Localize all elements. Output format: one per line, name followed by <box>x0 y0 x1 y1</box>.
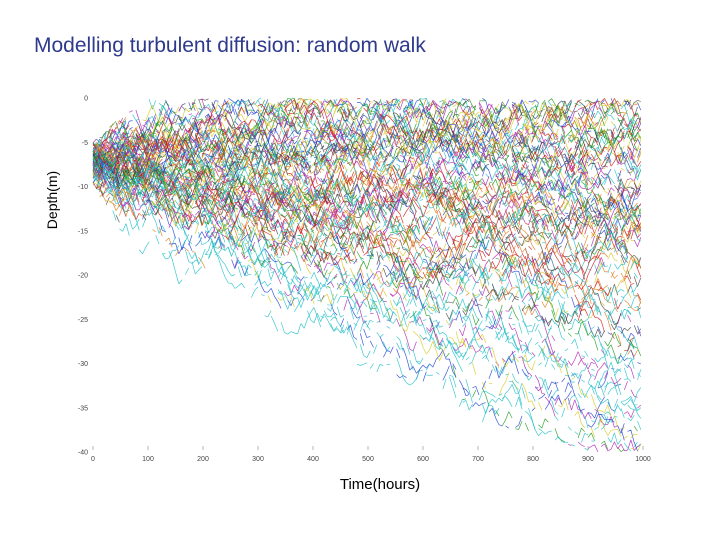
x-axis-ticks: 0 100 200 300 400 500 600 700 800 900 1000 <box>91 446 651 463</box>
particle-track <box>96 166 642 451</box>
x-tick-label: 800 <box>527 456 539 463</box>
x-axis-label: Time(hours) <box>339 476 421 493</box>
particle-track <box>96 146 638 362</box>
particle-track <box>96 164 641 410</box>
x-tick-label: 600 <box>417 456 429 463</box>
x-tick-label: 100 <box>142 456 154 463</box>
random-walk-tracks <box>92 97 642 452</box>
particle-track <box>95 98 642 162</box>
particle-track <box>92 155 638 289</box>
x-tick-label: 700 <box>472 456 484 463</box>
y-tick-label: -25 <box>78 317 88 324</box>
x-tick-label: 200 <box>197 456 209 463</box>
x-tick-label: 400 <box>307 456 319 463</box>
particle-track <box>102 98 638 191</box>
slide-title: Modelling turbulent diffusion: random wa… <box>34 34 426 57</box>
y-tick-label: -15 <box>78 228 88 235</box>
y-tick-label: 0 <box>84 96 88 103</box>
x-tick-label: 0 <box>91 456 95 463</box>
y-axis-ticks: 0 -5 -10 -15 -20 -25 -30 -35 -40 <box>78 96 88 457</box>
particle-track <box>92 129 642 277</box>
particle-track <box>92 167 642 406</box>
particle-track <box>99 99 635 197</box>
particle-track <box>92 151 642 235</box>
y-tick-label: -10 <box>78 184 88 191</box>
particle-track <box>92 97 635 180</box>
y-tick-label: -40 <box>78 450 88 457</box>
particle-track <box>99 145 642 260</box>
x-tick-label: 500 <box>362 456 374 463</box>
x-tick-label: 300 <box>252 456 264 463</box>
particle-track <box>95 173 638 439</box>
y-tick-label: -30 <box>78 361 88 368</box>
y-axis-label: Depth(m) <box>44 170 60 230</box>
particle-track <box>99 118 641 217</box>
particle-track <box>95 115 631 211</box>
y-tick-label: -5 <box>82 140 88 147</box>
particle-track <box>96 180 638 398</box>
particle-track <box>95 144 642 305</box>
x-tick-label: 900 <box>582 456 594 463</box>
particle-track <box>99 161 642 382</box>
particle-track <box>92 120 638 248</box>
y-tick-label: -35 <box>78 405 88 412</box>
x-tick-label: 1000 <box>635 456 651 463</box>
y-tick-label: -20 <box>78 273 88 280</box>
